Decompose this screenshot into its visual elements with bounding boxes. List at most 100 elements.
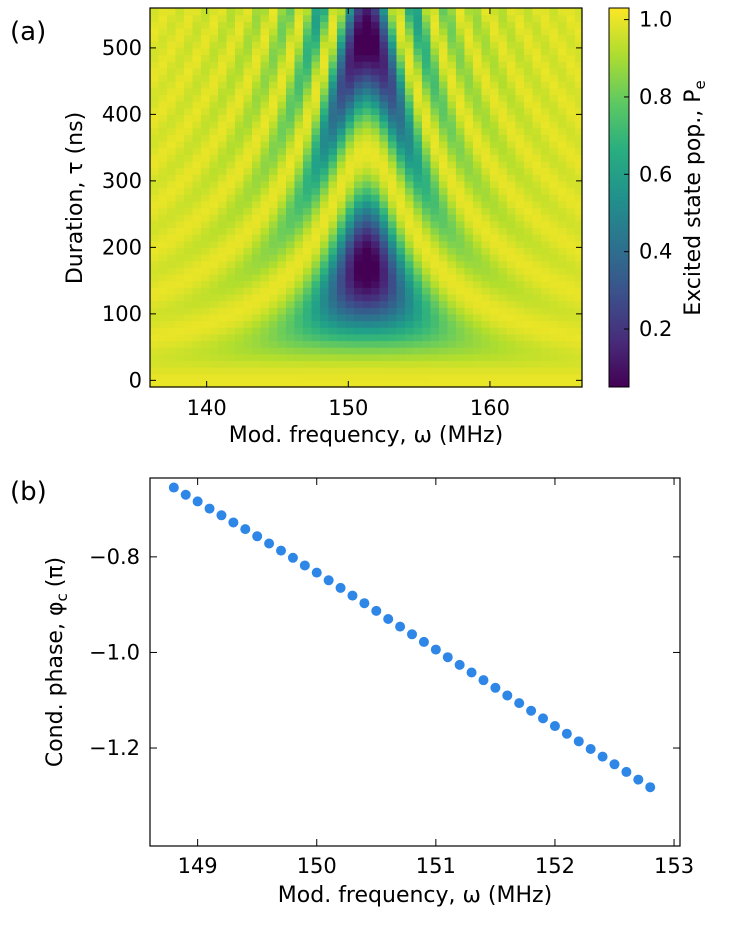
heatmap-cell <box>515 347 525 355</box>
heatmap-cell <box>175 194 185 202</box>
heatmap-cell <box>489 114 500 122</box>
heatmap-cell <box>481 280 491 288</box>
heatmap-cell <box>302 107 313 115</box>
heatmap-cell <box>251 174 262 182</box>
heatmap-cell <box>489 47 500 56</box>
heatmap-cell <box>175 300 185 308</box>
heatmap-cell <box>523 187 534 195</box>
heatmap-cell <box>175 154 185 162</box>
heatmap-cell <box>277 293 287 302</box>
heatmap-cell <box>387 254 398 262</box>
heatmap-cell <box>311 327 321 335</box>
heatmap-cell <box>209 114 219 122</box>
heatmap-cell <box>413 67 423 76</box>
heatmap-cell <box>158 101 168 109</box>
heatmap-cell <box>158 54 168 62</box>
heatmap-cell <box>217 227 228 235</box>
heatmap-cell <box>328 380 338 388</box>
heatmap-cell <box>532 194 542 202</box>
heatmap-cell <box>234 127 245 135</box>
heatmap-cell <box>489 267 500 275</box>
heatmap-cell <box>387 101 398 109</box>
heatmap-cell <box>464 180 474 189</box>
heatmap-cell <box>277 81 287 89</box>
heatmap-cell <box>345 87 355 96</box>
heatmap-cell <box>540 293 551 302</box>
heatmap-cell <box>498 254 508 262</box>
heatmap-cell <box>353 41 364 49</box>
heatmap-cell <box>498 160 508 169</box>
heatmap-cell <box>532 154 542 162</box>
heatmap-cell <box>226 293 236 302</box>
heatmap-cell <box>404 81 415 89</box>
heatmap-cell <box>209 247 219 255</box>
heatmap-cell <box>396 54 406 62</box>
heatmap-cell <box>549 167 559 175</box>
heatmap-cell <box>574 280 583 288</box>
heatmap-cell <box>506 194 517 202</box>
heatmap-cell <box>523 260 534 268</box>
heatmap-cell <box>311 287 321 295</box>
heatmap-cell <box>167 214 177 222</box>
heatmap-x-tick-label: 160 <box>470 396 510 420</box>
heatmap-cell <box>455 347 466 355</box>
heatmap-cell <box>523 121 534 129</box>
heatmap-cell <box>319 327 330 335</box>
heatmap-cell <box>438 187 449 195</box>
heatmap-cell <box>362 273 372 282</box>
heatmap-cell <box>430 8 440 16</box>
heatmap-cell <box>319 167 330 175</box>
heatmap-cell <box>362 154 372 162</box>
heatmap-cell <box>319 114 330 122</box>
heatmap-cell <box>557 74 568 82</box>
heatmap-cell <box>379 280 389 288</box>
heatmap-cell <box>268 54 279 62</box>
heatmap-cell <box>481 41 491 49</box>
heatmap-cell <box>438 107 449 115</box>
heatmap-cell <box>532 34 542 42</box>
scatter-point <box>335 582 346 593</box>
scatter-y-tick-label: −0.8 <box>89 545 140 569</box>
scatter-point <box>442 652 453 663</box>
heatmap-cell <box>523 8 534 16</box>
heatmap-cell <box>379 254 389 262</box>
heatmap-cell <box>430 207 440 215</box>
heatmap-cell <box>150 54 160 62</box>
heatmap-cell <box>243 254 253 262</box>
heatmap-cell <box>260 34 270 42</box>
heatmap-cell <box>183 360 194 368</box>
heatmap-cell <box>574 67 583 76</box>
heatmap-cell <box>574 81 583 89</box>
heatmap-cell <box>455 240 466 248</box>
heatmap-cell <box>234 147 245 155</box>
heatmap-cell <box>251 373 262 381</box>
heatmap-cell <box>353 61 364 69</box>
heatmap-cell <box>336 147 347 155</box>
heatmap-cell <box>413 353 423 361</box>
heatmap-cell <box>167 61 177 69</box>
heatmap-cell <box>167 280 177 288</box>
heatmap-cell <box>430 373 440 381</box>
heatmap-cell <box>421 327 432 335</box>
heatmap-cell <box>302 340 313 348</box>
heatmap-cell <box>515 220 525 229</box>
heatmap-cell <box>260 194 270 202</box>
heatmap-cell <box>464 313 474 322</box>
heatmap-cell <box>158 200 168 209</box>
heatmap-cell <box>234 41 245 49</box>
heatmap-cell <box>277 287 287 295</box>
scatter-point <box>240 524 251 535</box>
heatmap-cell <box>430 267 440 275</box>
heatmap-cell <box>455 174 466 182</box>
heatmap-cell <box>217 353 228 361</box>
heatmap-cell <box>370 307 381 315</box>
scatter-point <box>287 552 298 563</box>
heatmap-cell <box>362 67 372 76</box>
heatmap-cell <box>319 187 330 195</box>
heatmap-cell <box>226 267 236 275</box>
heatmap-cell <box>150 260 160 268</box>
heatmap-cell <box>370 200 381 209</box>
heatmap-cell <box>353 154 364 162</box>
heatmap-cell <box>319 180 330 189</box>
heatmap-cell <box>353 220 364 229</box>
